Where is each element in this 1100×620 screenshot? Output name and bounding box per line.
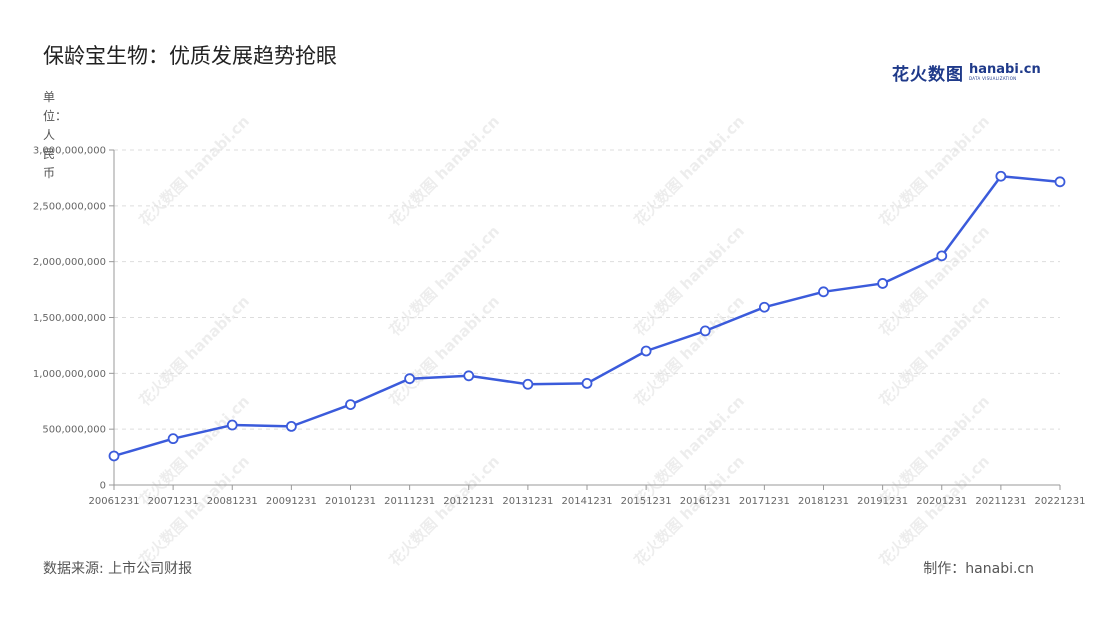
x-tick-label: 20161231 bbox=[680, 496, 731, 507]
data-point bbox=[581, 377, 593, 389]
x-tick-label: 20181231 bbox=[798, 496, 849, 507]
data-point bbox=[285, 420, 297, 432]
x-tick-label: 20121231 bbox=[443, 496, 494, 507]
y-tick-label: 0 bbox=[100, 481, 106, 492]
brand-logo: 花火数图 hanabi.cn DATA VISUALIZATION bbox=[892, 60, 1042, 85]
y-tick-label: 500,000,000 bbox=[42, 425, 106, 436]
x-tick-label: 20141231 bbox=[562, 496, 613, 507]
data-point bbox=[640, 345, 652, 357]
data-point bbox=[699, 325, 711, 337]
logo-subtitle: DATA VISUALIZATION bbox=[969, 76, 1017, 81]
data-point bbox=[345, 399, 356, 411]
logo-english-block: hanabi.cn DATA VISUALIZATION bbox=[969, 63, 1041, 81]
x-tick-label: 20211231 bbox=[975, 496, 1026, 507]
data-point bbox=[1054, 176, 1066, 188]
x-tick-label: 20221231 bbox=[1035, 496, 1086, 507]
data-point bbox=[226, 419, 238, 431]
x-tick-label: 20111231 bbox=[384, 496, 435, 507]
chart-title: 保龄宝生物：优质发展趋势抢眼 bbox=[43, 44, 337, 68]
data-point bbox=[877, 278, 889, 289]
y-tick-label: 1,500,000,000 bbox=[33, 313, 106, 324]
data-point bbox=[995, 170, 1007, 182]
x-tick-label: 20091231 bbox=[266, 496, 317, 507]
logo-chinese-text: 花火数图 bbox=[892, 64, 964, 85]
data-point bbox=[167, 433, 179, 445]
logo-english-text: hanabi.cn bbox=[969, 62, 1041, 77]
y-tick-label: 1,000,000,000 bbox=[33, 369, 106, 380]
x-tick-label: 20081231 bbox=[207, 496, 258, 507]
y-tick-label: 2,000,000,000 bbox=[33, 257, 106, 268]
x-tick-label: 20151231 bbox=[621, 496, 672, 507]
data-source: 数据来源: 上市公司财报 bbox=[43, 561, 193, 577]
data-point bbox=[522, 378, 534, 390]
data-point bbox=[463, 370, 475, 382]
x-tick-label: 20071231 bbox=[148, 496, 199, 507]
y-tick-label: 2,500,000,000 bbox=[33, 201, 106, 212]
data-point bbox=[108, 450, 120, 462]
x-tick-label: 20201231 bbox=[916, 496, 967, 507]
x-tick-label: 20061231 bbox=[89, 496, 140, 507]
data-point bbox=[936, 250, 948, 262]
y-tick-label: 3,000,000,000 bbox=[33, 146, 106, 157]
x-tick-label: 20131231 bbox=[502, 496, 553, 507]
credit-text: 制作：hanabi.cn bbox=[923, 561, 1034, 577]
data-point bbox=[758, 301, 770, 313]
x-tick-label: 20171231 bbox=[739, 496, 790, 507]
data-point bbox=[404, 373, 416, 385]
data-point bbox=[818, 286, 829, 298]
x-tick-label: 20101231 bbox=[325, 496, 376, 507]
series-line bbox=[113, 174, 1061, 458]
x-tick-label: 20191231 bbox=[857, 496, 908, 507]
